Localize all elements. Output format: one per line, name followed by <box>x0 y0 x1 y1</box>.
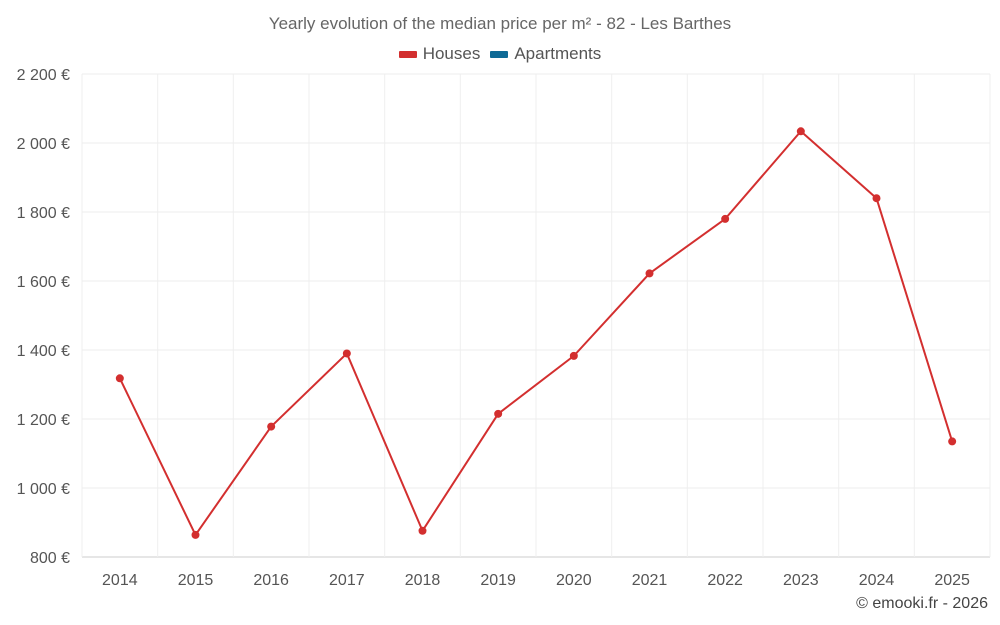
series-line-houses <box>118 130 954 536</box>
data-point <box>267 422 276 431</box>
x-tick-label: 2018 <box>405 572 441 589</box>
chart-title: Yearly evolution of the median price per… <box>268 14 732 33</box>
x-tick-label: 2022 <box>707 572 743 589</box>
data-point <box>115 374 124 383</box>
y-tick-label: 1 200 € <box>17 412 70 429</box>
y-tick-label: 1 000 € <box>17 481 70 498</box>
x-tick-label: 2019 <box>480 572 516 589</box>
y-tick-label: 1 600 € <box>17 274 70 291</box>
copyright-credit: © emooki.fr - 2026 <box>856 595 988 612</box>
data-point <box>342 349 351 358</box>
x-tick-label: 2025 <box>934 572 970 589</box>
data-point <box>494 409 503 418</box>
data-point <box>418 526 427 535</box>
x-tick-label: 2016 <box>253 572 289 589</box>
legend-item-houses[interactable]: Houses <box>398 44 481 64</box>
y-tick-label: 2 200 € <box>17 67 70 84</box>
x-tick-label: 2024 <box>859 572 895 589</box>
x-tick-label: 2021 <box>632 572 668 589</box>
data-point <box>191 530 200 539</box>
data-point <box>645 269 654 278</box>
x-tick-label: 2015 <box>178 572 214 589</box>
legend-swatch-houses <box>398 50 417 58</box>
data-point <box>721 214 730 223</box>
legend-label-apartments: Apartments <box>514 44 602 63</box>
data-point <box>796 127 805 136</box>
x-tick-label: 2014 <box>102 572 138 589</box>
chart-legend: Houses Apartments <box>0 44 1000 64</box>
legend-label-houses: Houses <box>422 44 481 63</box>
x-tick-label: 2023 <box>783 572 819 589</box>
x-tick-label: 2017 <box>329 572 365 589</box>
x-tick-label: 2020 <box>556 572 592 589</box>
data-point <box>948 437 957 446</box>
legend-item-apartments[interactable]: Apartments <box>490 44 601 64</box>
y-tick-label: 1 800 € <box>17 205 70 222</box>
legend-swatch-apartments <box>490 50 509 58</box>
data-point <box>569 351 578 360</box>
y-tick-label: 800 € <box>30 550 70 567</box>
y-tick-label: 2 000 € <box>17 136 70 153</box>
data-point <box>872 194 881 203</box>
y-tick-label: 1 400 € <box>17 343 70 360</box>
